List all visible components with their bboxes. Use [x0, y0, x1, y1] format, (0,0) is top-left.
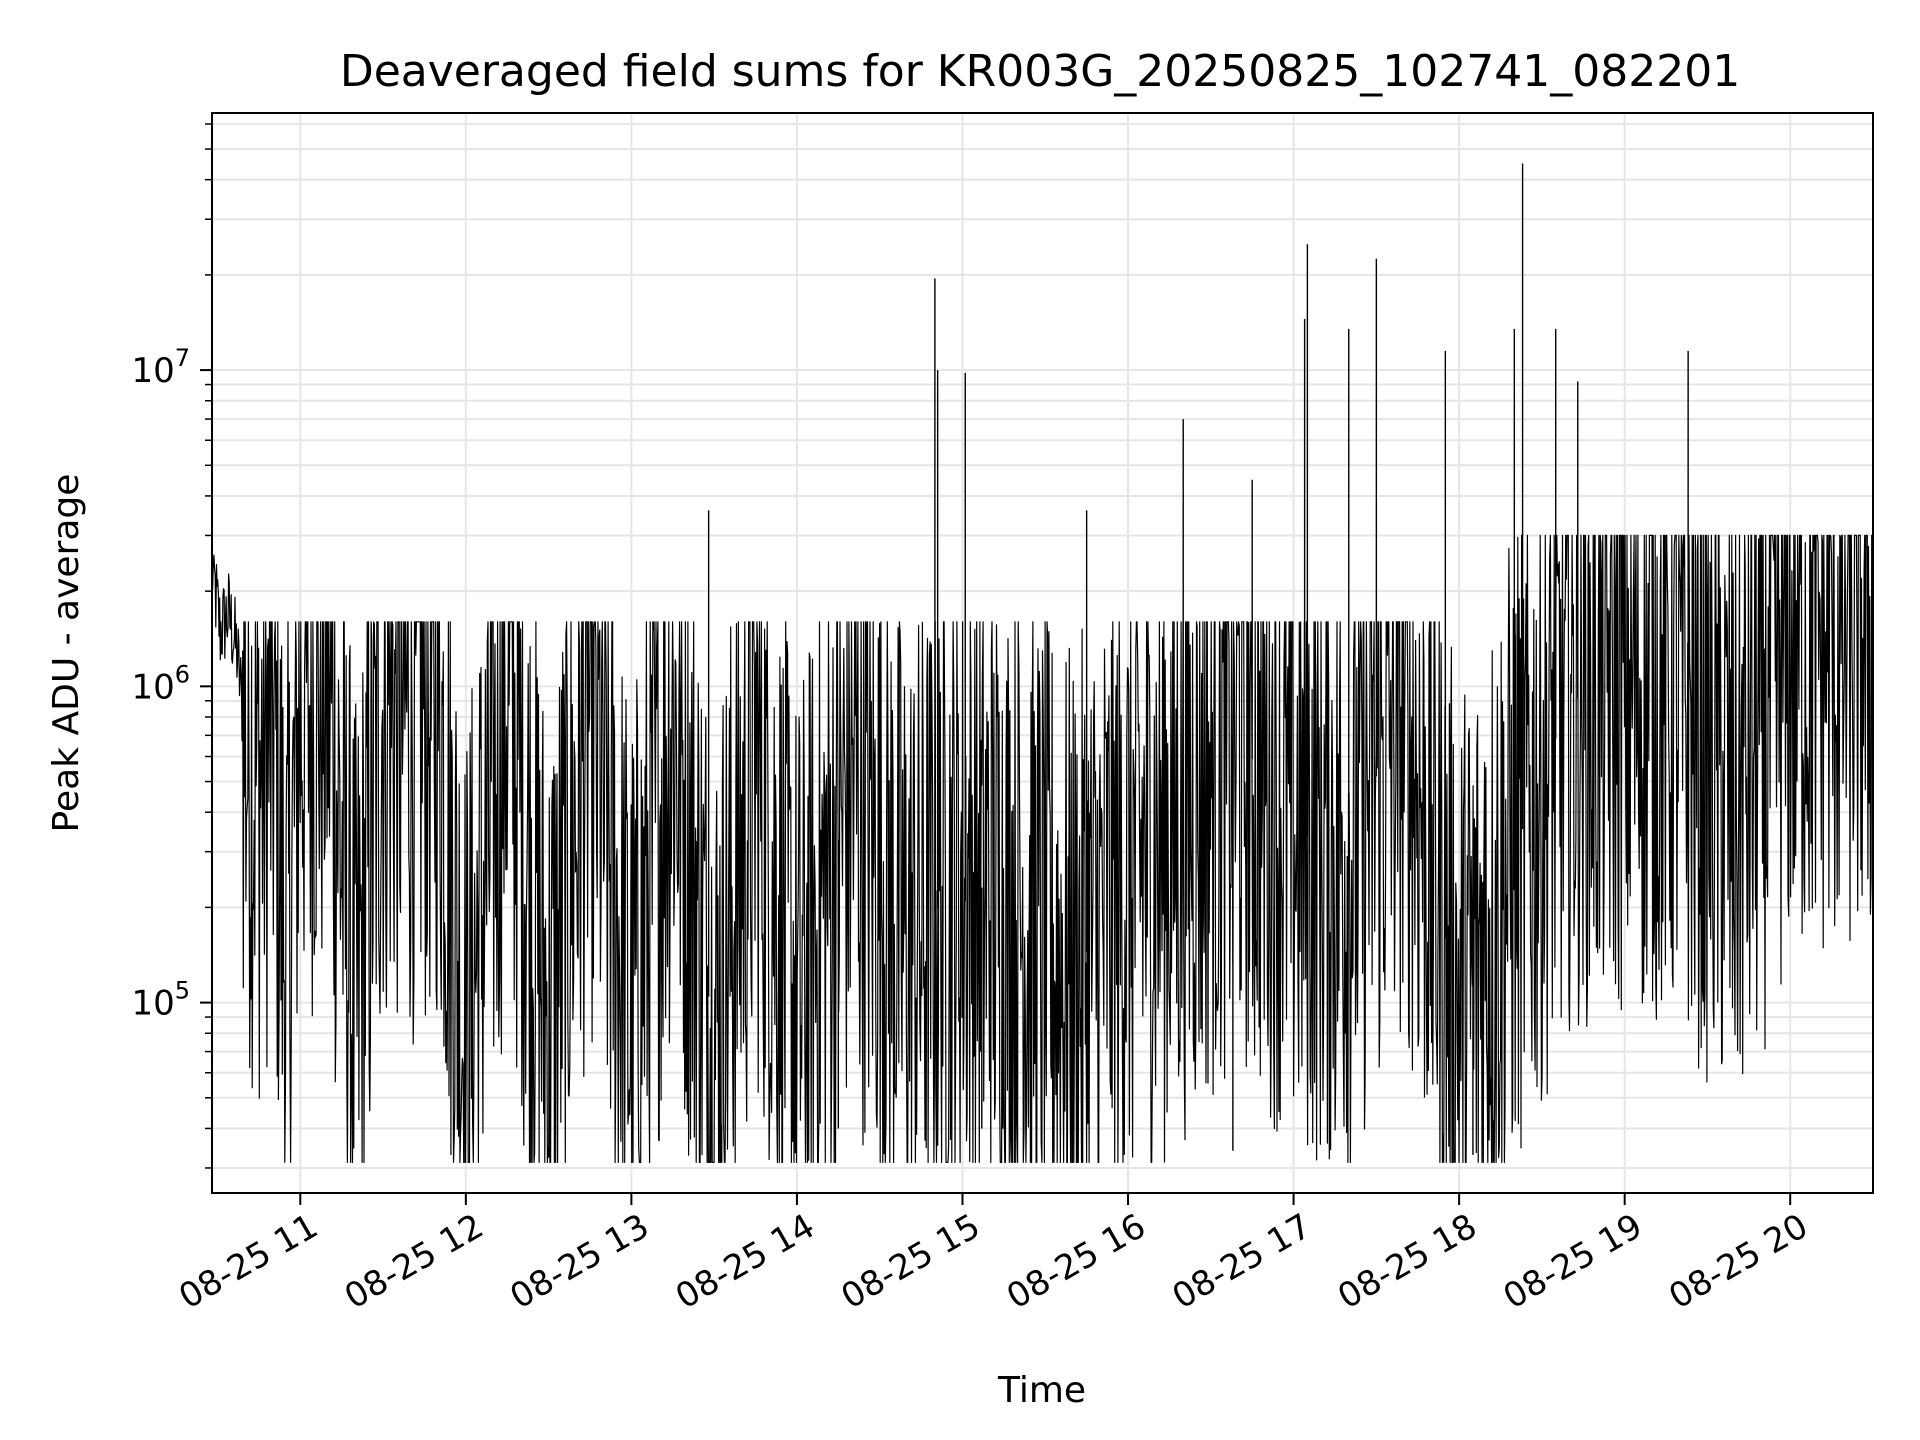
y-axis-label: Peak ADU - average: [46, 474, 87, 833]
y-tick-label: 107: [131, 344, 190, 391]
x-axis-label: Time: [997, 1370, 1086, 1411]
series-group: [211, 163, 1874, 1164]
plot-frame: [211, 112, 1874, 1194]
y-tick-label: 105: [131, 977, 190, 1024]
y-tick-label: 106: [131, 660, 190, 707]
chart-title: Deaveraged field sums for KR003G_2025082…: [340, 46, 1740, 97]
series-line: [211, 534, 1874, 1164]
y-ticks: 105 106 107: [131, 123, 212, 1169]
